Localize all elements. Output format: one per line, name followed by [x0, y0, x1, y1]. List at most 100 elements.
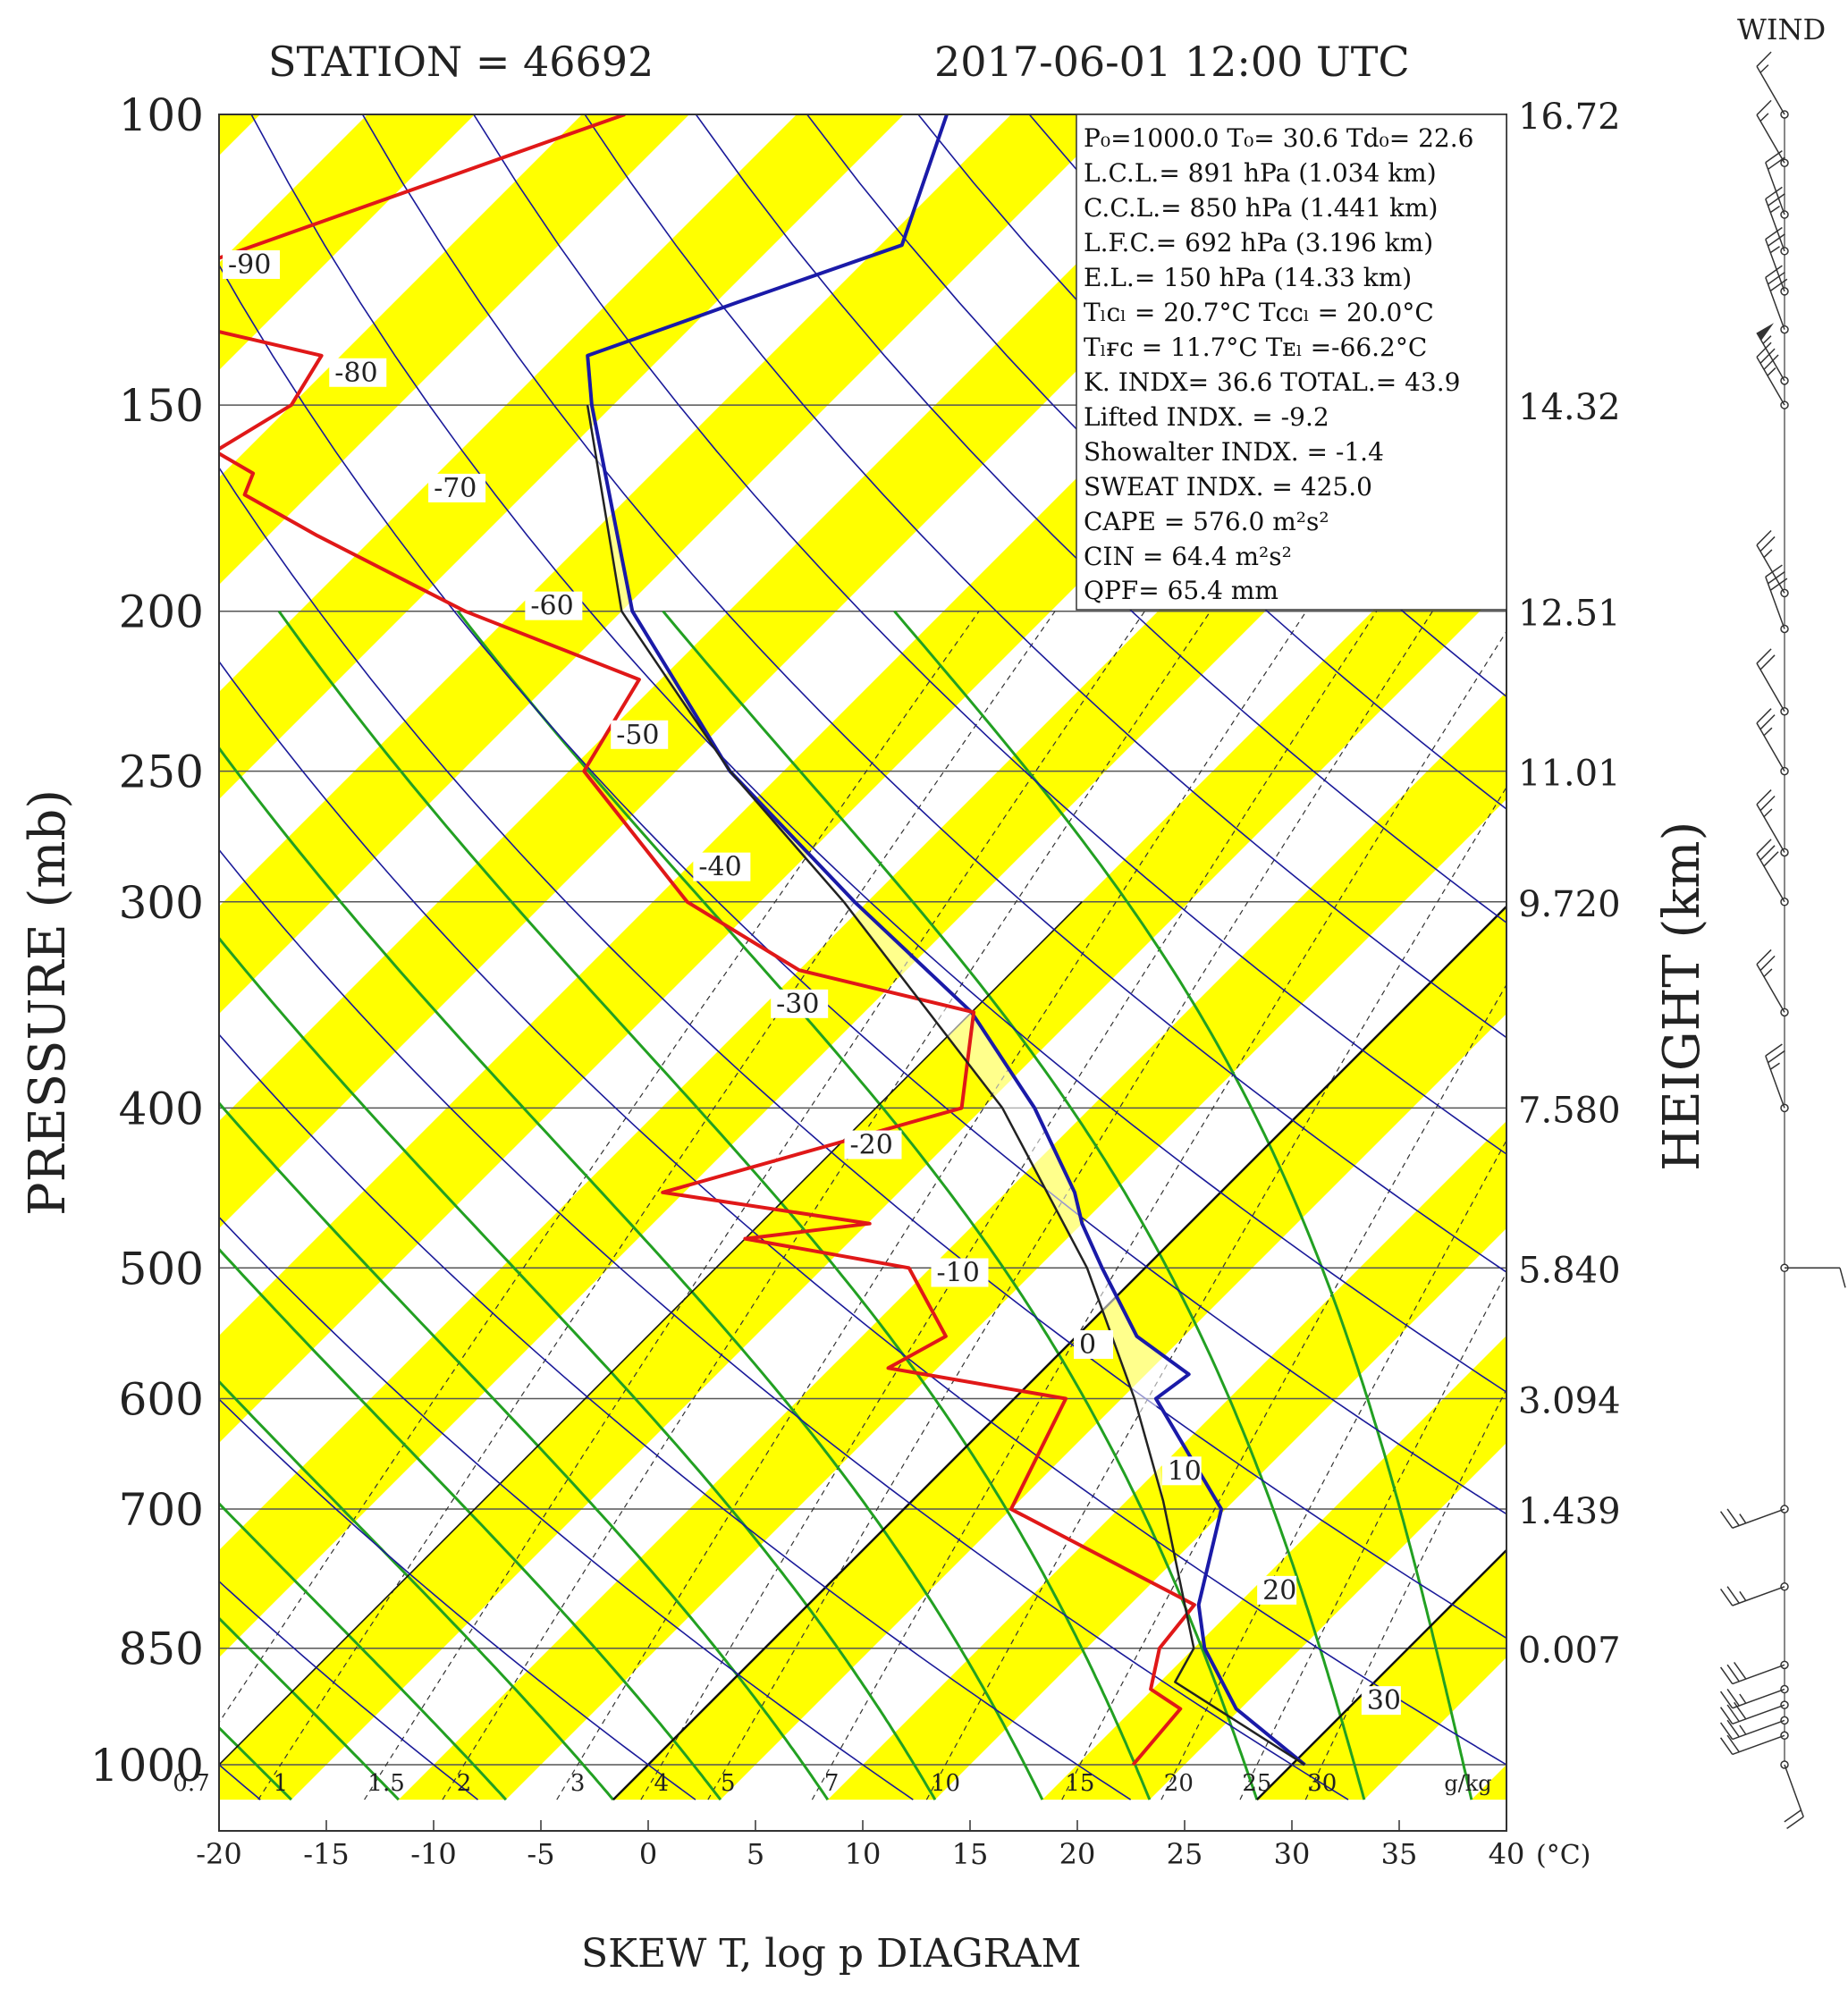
info-line-6: Tₗғᴄ = 11.7°C Tᴇₗ =-66.2°C	[1084, 333, 1427, 362]
dry-adiabats	[219, 114, 1506, 1800]
wind-barb-staff	[1732, 1664, 1785, 1685]
x-tick-label: 25	[1167, 1837, 1203, 1871]
wind-barb-flag	[1756, 51, 1772, 67]
moist-adiabat	[219, 1379, 615, 1801]
wind-barb-half	[1739, 1724, 1747, 1735]
isotherm-label: -80	[334, 358, 377, 389]
mixing-ratio-line	[1304, 1387, 1506, 1800]
height-label: 5.840	[1518, 1250, 1621, 1291]
mixing-ratio-line	[556, 611, 1307, 1800]
isotherm-label-bg	[1074, 1329, 1114, 1359]
wind-barb-flag	[1765, 564, 1783, 578]
mixing-ratio-line	[364, 611, 1145, 1800]
wind-barb-flag	[1765, 1043, 1783, 1057]
mixing-ratio-line	[219, 611, 980, 1724]
wind-barb-flag	[1768, 272, 1785, 285]
wind-barb-flag	[1726, 1688, 1740, 1707]
info-line-2: C.C.L.= 850 hPa (1.441 km)	[1084, 193, 1438, 223]
isotherm-band	[219, 114, 1334, 1229]
wind-barb-flag	[1719, 1511, 1734, 1529]
height-label: 16.72	[1518, 97, 1621, 138]
moist-adiabat	[219, 746, 1044, 1800]
pressure-label: 300	[119, 877, 204, 929]
profile-dew-point	[219, 114, 1196, 1767]
isotherm-label: -70	[434, 473, 477, 504]
pressure-label: 850	[119, 1623, 204, 1675]
wind-barb-flag	[1719, 1737, 1734, 1755]
isotherm-line	[219, 901, 1083, 1767]
wind-barb-flag	[1733, 1662, 1747, 1680]
wind-barb-flag	[1719, 1722, 1734, 1741]
isotherm-line	[612, 905, 1506, 1800]
dry-adiabat	[472, 114, 1506, 1155]
wind-barb-staff	[1732, 1688, 1785, 1709]
x-tick-label: 15	[952, 1837, 989, 1871]
info-line-12: CIN = 64.4 m²s²	[1084, 542, 1292, 571]
x-tick-label: 40	[1489, 1837, 1525, 1871]
wind-barb-staff	[1765, 239, 1785, 292]
wind-barb-flag	[1759, 348, 1776, 364]
wind-barb-half	[1769, 1062, 1780, 1070]
wind-barb-pennant	[1757, 323, 1775, 341]
pressure-label: 100	[119, 89, 204, 141]
mixing-ratio-label: 7	[824, 1770, 840, 1797]
isotherm-label: -90	[228, 249, 271, 281]
info-line-4: E.L.= 150 hPa (14.33 km)	[1084, 263, 1412, 292]
x-tick-label: 10	[845, 1837, 882, 1871]
profile-temperature	[586, 114, 1306, 1767]
wind-barb-half	[1739, 1514, 1747, 1524]
wind-barb-flag	[1759, 845, 1776, 861]
mixing-ratio-label: 15	[1065, 1770, 1094, 1797]
wind-barb-half	[1762, 335, 1772, 344]
isotherm-label-bg	[525, 591, 583, 620]
moist-adiabat	[219, 1100, 830, 1800]
isotherm-band	[219, 114, 905, 800]
info-box: P₀=1000.0 T₀= 30.6 Td₀= 22.6 L.C.L.= 891…	[1076, 114, 1507, 611]
wind-barb-flag	[1763, 851, 1779, 867]
wind-label: WIND	[1737, 13, 1826, 46]
datetime-title: 2017-06-01 12:00 UTC	[934, 38, 1410, 86]
wind-column	[1719, 51, 1846, 1830]
height-label: 9.720	[1518, 884, 1621, 925]
x-tick-label: 20	[1059, 1837, 1096, 1871]
wind-barb-half	[1763, 808, 1773, 818]
isotherm-band	[398, 691, 1506, 1800]
dry-adiabat	[219, 466, 1506, 1640]
dry-adiabat	[219, 1580, 478, 1800]
mixing-ratio-label: 3	[570, 1770, 586, 1797]
isotherm-label-bg	[428, 473, 486, 502]
wind-barb-flag	[1733, 1701, 1747, 1720]
x-tick-label: 0	[639, 1837, 657, 1871]
dry-adiabat	[361, 114, 1506, 1273]
wind-barb-flag	[1756, 342, 1772, 358]
info-line-13: QPF= 65.4 mm	[1084, 576, 1278, 605]
mixing-ratio-label: 10	[931, 1770, 960, 1797]
height-label: 1.439	[1518, 1491, 1621, 1532]
wind-barb-staff	[1765, 1055, 1785, 1109]
wind-barb-staff	[1784, 1764, 1804, 1817]
info-line-5: Tₗᴄₗ = 20.7°C Tᴄᴄₗ = 20.0°C	[1084, 298, 1434, 327]
wind-barb-flag	[1768, 233, 1785, 247]
isotherm-band	[219, 114, 1119, 1015]
wind-barb-flag	[1784, 1809, 1802, 1823]
isotherm-band	[219, 114, 260, 156]
wind-barb-half	[1759, 64, 1769, 73]
wind-barb-staff	[1765, 162, 1785, 215]
wind-barb-staff	[1765, 576, 1785, 629]
wind-barb-staff	[1756, 544, 1785, 594]
info-line-9: Showalter INDX. = -1.4	[1084, 437, 1384, 467]
isotherm-line	[1256, 1548, 1506, 1800]
mixing-ratio-label: 4	[654, 1770, 669, 1797]
wind-barb-staff	[1756, 662, 1785, 713]
mixing-ratio-label: 1	[274, 1770, 289, 1797]
dry-adiabat	[219, 1216, 914, 1800]
wind-barb-half	[1769, 206, 1780, 214]
wind-barb-flag	[1756, 99, 1772, 116]
x-tick-label: -5	[527, 1837, 554, 1871]
x-tick-label: -10	[410, 1837, 457, 1871]
isotherm-label-bg	[771, 989, 829, 1018]
pressure-label: 150	[119, 380, 204, 432]
height-label: 12.51	[1518, 594, 1621, 635]
y2-axis-label: HEIGHT (km)	[1653, 822, 1711, 1171]
moist-adiabat	[219, 1616, 400, 1801]
